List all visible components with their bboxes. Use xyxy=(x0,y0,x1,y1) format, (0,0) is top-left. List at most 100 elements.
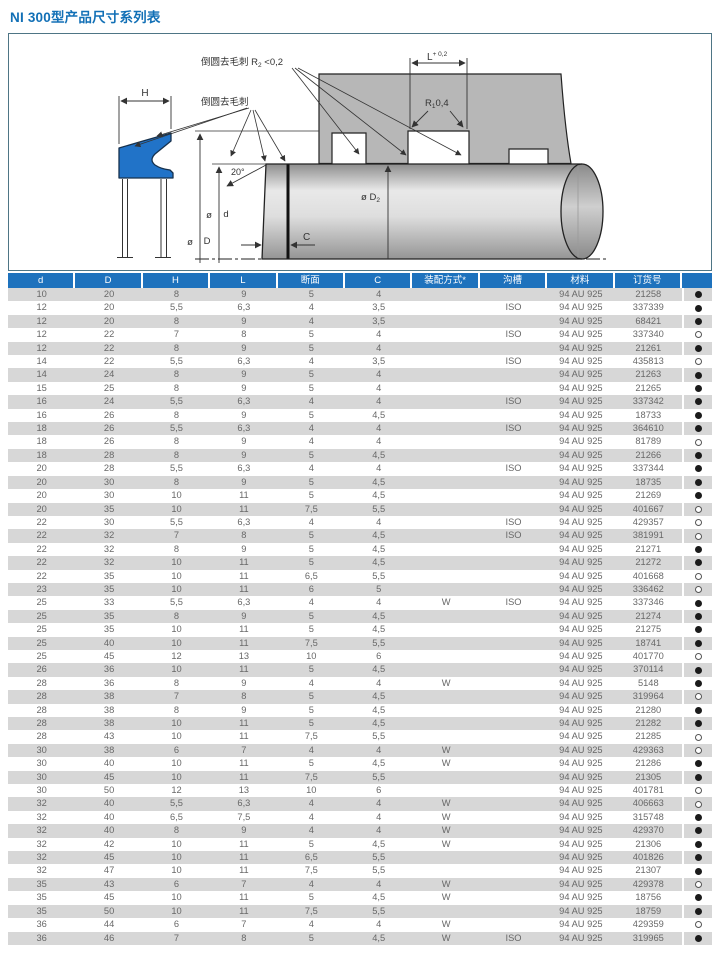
table-cell: 364610 xyxy=(632,423,664,434)
table-cell: 7,5 xyxy=(304,731,318,742)
table-cell: 18735 xyxy=(635,476,662,487)
table-cell: 9 xyxy=(241,476,247,487)
table-cell: 6,3 xyxy=(237,423,251,434)
filled-dot-icon xyxy=(694,425,702,433)
table-cell: 337346 xyxy=(632,597,664,608)
table-cell: 8 xyxy=(173,369,180,380)
table-cell: 94 AU 925 xyxy=(559,892,603,903)
table-cell: 45 xyxy=(103,771,115,782)
dimension-l xyxy=(409,58,468,129)
table-cell: 21280 xyxy=(635,704,662,715)
table-cell xyxy=(412,771,479,784)
table-cell: 11 xyxy=(239,570,249,581)
table-cell xyxy=(480,623,547,636)
table-cell: 10 xyxy=(171,838,182,849)
angle-ref-line xyxy=(226,164,267,187)
table-cell: 94 AU 925 xyxy=(559,650,603,661)
table-cell xyxy=(480,382,547,395)
table-cell: 22 xyxy=(36,570,47,581)
table-cell: 94 AU 925 xyxy=(559,369,603,380)
table-cell: 5 xyxy=(308,610,314,621)
filled-dot-icon xyxy=(694,291,702,299)
table-cell: 4 xyxy=(308,919,314,930)
availability-cell xyxy=(682,757,712,771)
availability-cell xyxy=(682,797,712,811)
table-row: 25 35 10 11 5 4,5 94 AU 925 21275 xyxy=(8,623,712,637)
table-cell: W xyxy=(441,825,451,836)
table-cell xyxy=(412,864,479,877)
table-cell xyxy=(412,462,479,475)
table-cell: 435813 xyxy=(632,356,664,367)
filled-dot-icon xyxy=(694,934,702,942)
table-row: 36 46 7 8 5 4,5 W ISO 94 AU 925 319965 xyxy=(8,931,712,945)
table-cell xyxy=(480,918,547,931)
dimension-h xyxy=(118,96,172,144)
table-cell: 6,3 xyxy=(237,516,251,527)
table-cell: 4 xyxy=(376,329,382,340)
table-header-row: d D H L 断面 C 装配方式* 沟槽 材料 订货号 xyxy=(8,273,712,288)
filled-dot-icon xyxy=(694,706,702,714)
table-cell: 35 xyxy=(103,610,115,621)
column-header-装配方式*: 装配方式* xyxy=(412,273,480,288)
table-cell: 28 xyxy=(36,691,47,702)
table-cell: 18733 xyxy=(635,409,662,420)
availability-cell xyxy=(682,556,712,570)
page-title: NI 300型产品尺寸系列表 xyxy=(10,10,161,25)
table-cell: 30 xyxy=(36,785,47,796)
table-cell xyxy=(480,449,547,462)
table-cell: 5 xyxy=(308,932,314,943)
table-cell: W xyxy=(441,811,451,822)
table-row: 25 35 8 9 5 4,5 94 AU 925 21274 xyxy=(8,609,712,624)
availability-cell xyxy=(682,422,712,436)
table-cell: 7 xyxy=(241,744,247,755)
filled-dot-icon xyxy=(694,639,702,647)
table-cell: 5 xyxy=(308,691,314,702)
table-cell: 35 xyxy=(103,503,115,514)
deburr-r2-leaders xyxy=(291,67,462,156)
table-cell: 4,5 xyxy=(372,490,386,501)
table-cell xyxy=(412,583,479,596)
availability-cell xyxy=(682,368,712,382)
filled-dot-icon xyxy=(694,907,702,915)
open-dot-icon xyxy=(694,800,702,808)
table-cell: 4 xyxy=(376,744,382,755)
table-cell: 5,5 xyxy=(372,905,386,916)
dim-l-label: L+ 0,2 xyxy=(427,51,448,63)
filled-dot-icon xyxy=(694,465,702,473)
table-cell: 4,5 xyxy=(372,758,386,769)
table-cell: 6 xyxy=(173,744,180,755)
table-cell xyxy=(412,288,479,301)
filled-dot-icon xyxy=(694,666,702,674)
table-cell: 94 AU 925 xyxy=(559,905,603,916)
availability-cell xyxy=(682,717,712,731)
table-cell: 7 xyxy=(173,329,180,340)
table-cell: 10 xyxy=(171,731,182,742)
deburr-r2-label: 倒圆去毛刺 R2 <0,2 xyxy=(201,56,283,69)
table-cell: 18 xyxy=(36,423,47,434)
table-cell: W xyxy=(441,919,451,930)
availability-cell xyxy=(682,569,712,583)
availability-cell xyxy=(682,341,712,356)
table-cell xyxy=(412,784,479,797)
table-cell: 5,5 xyxy=(372,852,386,863)
table-row: 20 30 10 11 5 4,5 94 AU 925 21269 xyxy=(8,489,712,503)
table-cell: 94 AU 925 xyxy=(559,476,603,487)
table-cell: 337342 xyxy=(632,396,664,407)
table-cell: 21265 xyxy=(635,382,662,393)
table-cell xyxy=(412,851,479,864)
table-cell: 11 xyxy=(239,758,249,769)
table-cell: 26 xyxy=(36,664,47,675)
column-header-沟槽: 沟槽 xyxy=(479,273,548,288)
table-cell: 4,5 xyxy=(372,610,386,621)
table-cell: 21272 xyxy=(635,557,662,568)
column-header-断面: 断面 xyxy=(277,273,345,288)
table-cell: ISO xyxy=(505,516,522,527)
table-cell xyxy=(412,395,479,408)
table-cell: 10 xyxy=(171,892,182,903)
table-cell: 5,5 xyxy=(372,771,386,782)
table-cell: 6 xyxy=(173,878,180,889)
table-row: 32 45 10 11 6,5 5,5 94 AU 925 401826 xyxy=(8,851,712,865)
table-cell xyxy=(412,476,479,489)
table-cell: 10 xyxy=(36,289,47,299)
table-cell: 94 AU 925 xyxy=(559,289,603,299)
